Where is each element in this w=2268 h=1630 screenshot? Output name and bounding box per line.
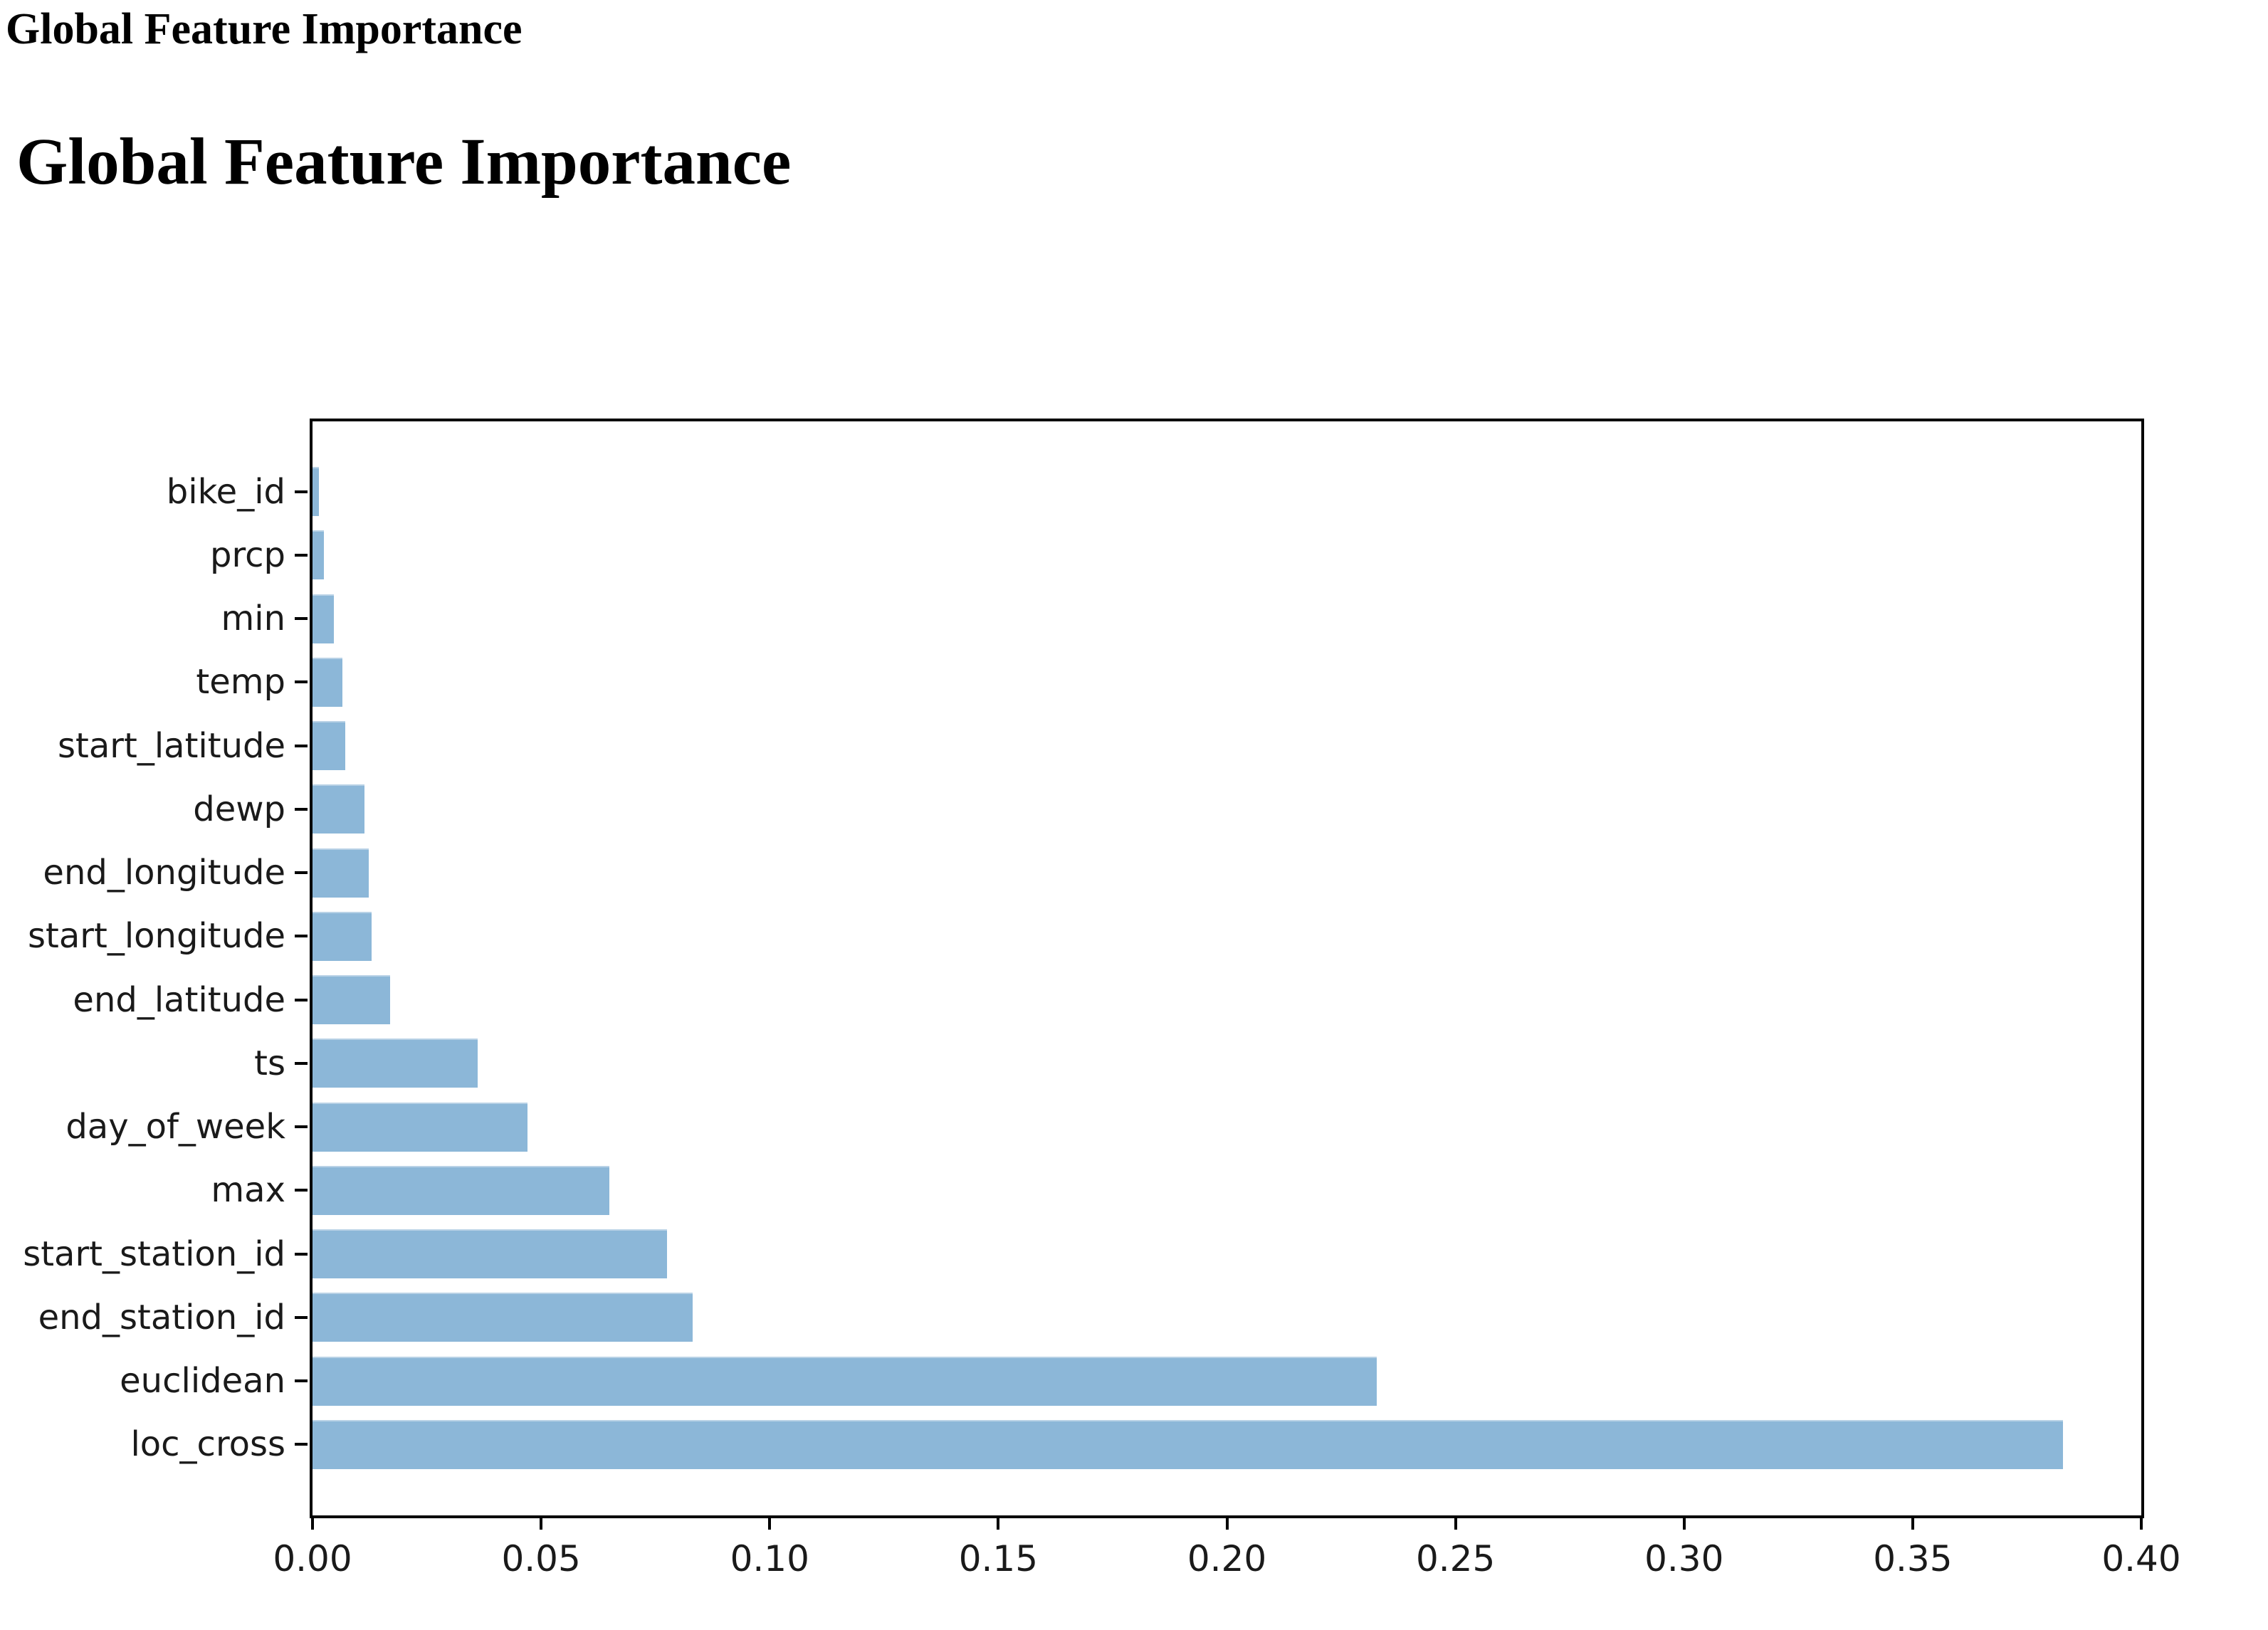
y-tick-label: min	[221, 599, 285, 639]
bar	[313, 848, 369, 898]
x-tick-label: 0.30	[1644, 1538, 1724, 1579]
y-tick-label: day_of_week	[65, 1107, 285, 1147]
page-header-title: Global Feature Importance	[6, 5, 523, 53]
y-tick-label: start_longitude	[28, 916, 285, 957]
bar-row: dewp	[193, 784, 2141, 834]
y-tick-label: start_station_id	[23, 1234, 285, 1274]
y-tick	[295, 617, 308, 621]
x-tick-label: 0.15	[958, 1538, 1039, 1579]
bar	[313, 1165, 610, 1215]
bar-row: end_latitude	[73, 975, 2141, 1025]
bar	[313, 975, 390, 1025]
y-tick	[295, 680, 308, 684]
bar-row: min	[221, 594, 2141, 643]
y-tick	[295, 1189, 308, 1192]
bar-row: max	[211, 1165, 2141, 1215]
x-tick-label: 0.35	[1873, 1538, 1953, 1579]
x-tick-label: 0.05	[501, 1538, 581, 1579]
x-tick-mark	[1682, 1515, 1686, 1530]
x-tick-mark	[540, 1515, 543, 1530]
bar	[313, 721, 345, 771]
y-tick-label: temp	[196, 662, 285, 703]
y-tick-label: end_longitude	[43, 853, 285, 893]
x-tick-mark	[1911, 1515, 1914, 1530]
x-tick-label: 0.40	[2101, 1538, 2181, 1579]
bar-row: end_station_id	[38, 1293, 2141, 1342]
y-tick	[295, 871, 308, 875]
y-tick-label: loc_cross	[130, 1424, 285, 1465]
x-tick-label: 0.20	[1187, 1538, 1267, 1579]
bar	[313, 1293, 693, 1342]
y-tick	[295, 553, 308, 557]
x-tick-mark	[997, 1515, 1000, 1530]
y-tick	[295, 490, 308, 493]
bar	[313, 1102, 527, 1152]
x-tick-label: 0.00	[273, 1538, 352, 1579]
y-tick	[295, 807, 308, 811]
x-tick-label: 0.10	[730, 1538, 809, 1579]
bar	[313, 784, 364, 834]
bar	[313, 1229, 668, 1279]
bar-row: start_latitude	[58, 721, 2141, 771]
bar-row: end_longitude	[43, 848, 2141, 898]
y-tick-label: euclidean	[120, 1361, 285, 1402]
y-tick-label: ts	[254, 1043, 285, 1083]
x-axis: 0.00 0.05 0.10 0.15 0.20 0.25 0.30 0.35 0.40	[273, 1515, 2181, 1601]
y-tick-label: dewp	[193, 789, 285, 829]
y-tick	[295, 1252, 308, 1256]
x-tick-mark	[311, 1515, 314, 1530]
bar	[313, 1356, 1377, 1406]
page-title: Global Feature Importance	[16, 125, 792, 199]
y-tick	[295, 998, 308, 1001]
bar	[313, 594, 335, 643]
bar-row: euclidean	[120, 1356, 2141, 1406]
bar-row: start_longitude	[28, 911, 2141, 961]
y-tick	[295, 935, 308, 938]
bar-row: bike_id	[167, 467, 2141, 516]
bar	[313, 911, 372, 961]
bar-row: ts	[254, 1039, 2141, 1088]
bar	[313, 530, 325, 580]
x-tick-mark	[768, 1515, 772, 1530]
y-tick	[295, 1315, 308, 1319]
bar-row: loc_cross	[130, 1419, 2141, 1469]
y-tick	[295, 744, 308, 747]
x-tick-label: 0.25	[1415, 1538, 1496, 1579]
y-tick	[295, 1379, 308, 1383]
y-tick	[295, 1125, 308, 1129]
y-tick-label: prcp	[209, 535, 285, 575]
y-tick-label: end_latitude	[73, 979, 285, 1020]
bar	[313, 657, 342, 707]
y-tick-label: bike_id	[166, 471, 285, 512]
x-tick-mark	[1225, 1515, 1229, 1530]
bar-row: prcp	[210, 530, 2141, 580]
y-tick	[295, 1443, 308, 1446]
bar	[313, 1039, 478, 1088]
bar	[313, 467, 319, 516]
bar-row: temp	[196, 657, 2141, 707]
x-tick-mark	[1454, 1515, 1457, 1530]
y-tick	[295, 1061, 308, 1065]
y-tick-label: end_station_id	[38, 1297, 285, 1337]
bar	[313, 1419, 2063, 1469]
y-tick-label: max	[211, 1170, 285, 1211]
y-tick-label: start_latitude	[58, 725, 285, 766]
x-tick-mark	[2140, 1515, 2143, 1530]
bar-row: start_station_id	[23, 1229, 2141, 1279]
bar-row: day_of_week	[65, 1102, 2141, 1152]
